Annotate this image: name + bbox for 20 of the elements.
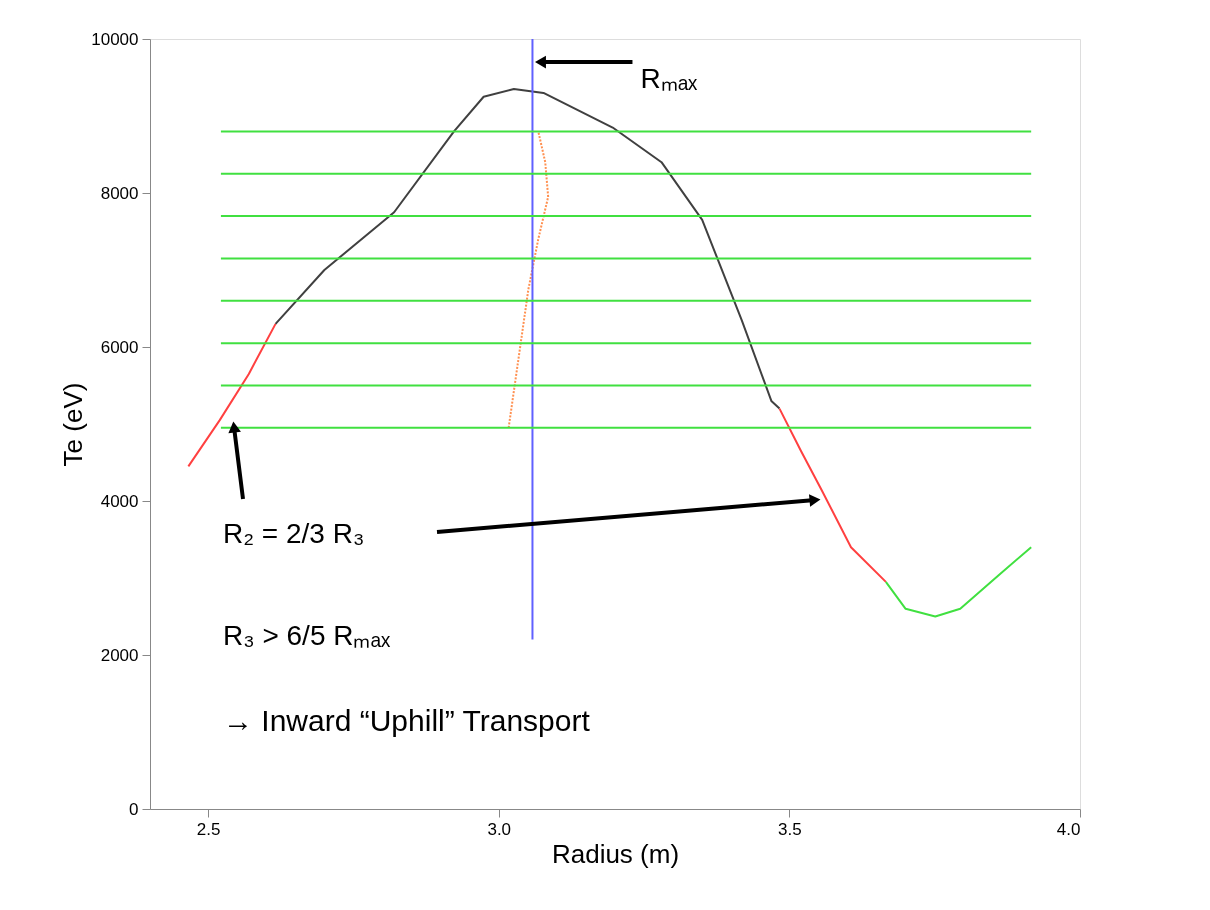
x-tick-label: 3.5	[778, 819, 802, 839]
y-tick-label: 8000	[100, 183, 139, 203]
line-series	[778, 407, 887, 583]
line-series	[187, 322, 277, 468]
annotation: R₃ > 6/5 Rₘₐₓ	[223, 620, 391, 651]
y-tick-label: 10000	[91, 29, 139, 49]
y-axis-title: Te (eV)	[58, 382, 89, 467]
annotation: Rₘₐₓ	[640, 63, 699, 95]
y-tick-label: 4000	[100, 491, 139, 511]
annotation: R₂ = 2/3 R₃	[223, 518, 365, 549]
y-tick-label: 2000	[100, 645, 139, 665]
annotation: → Inward “Uphill” Transport	[223, 704, 591, 737]
x-axis-title: Radius (m)	[551, 838, 680, 869]
line-series	[507, 130, 550, 429]
x-tick-label: 4.0	[1056, 819, 1081, 839]
line-series	[884, 546, 1033, 618]
y-tick-label: 0	[129, 799, 139, 819]
x-tick-label: 2.5	[196, 819, 221, 839]
y-tick-label: 6000	[100, 337, 139, 357]
x-tick-label: 3.0	[487, 819, 512, 839]
